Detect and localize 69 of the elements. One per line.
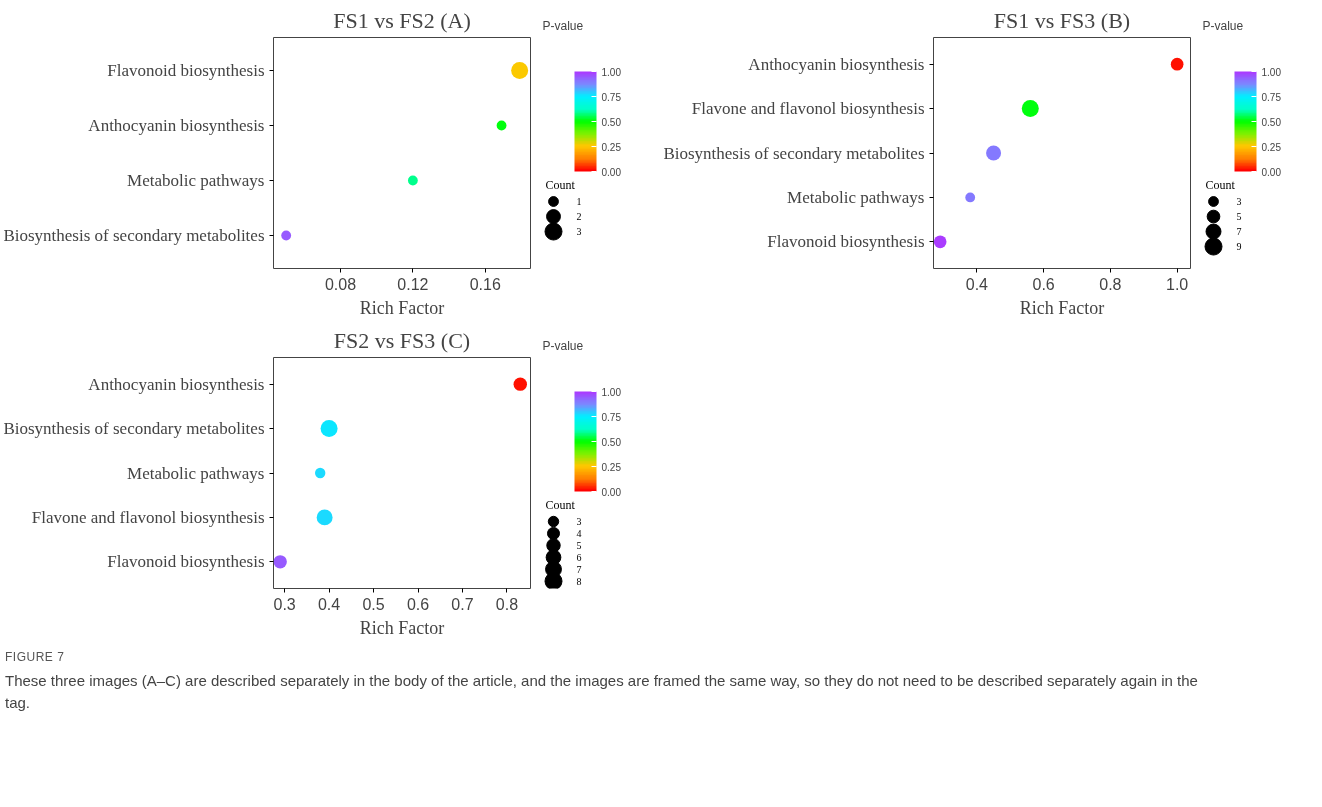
y-tick-label: Flavone and flavonol biosynthesis <box>691 99 925 119</box>
x-tick-label: 0.08 <box>324 275 357 293</box>
color-bar-label: 1.00 <box>601 66 622 78</box>
chart-title: FS1 vs FS3 (B) <box>993 7 1131 33</box>
legend-label: 7 <box>576 563 582 575</box>
y-tick-label: Biosynthesis of secondary metabolites <box>663 143 925 163</box>
x-axis-title: Rich Factor <box>359 297 445 318</box>
x-tick-label: 0.3 <box>273 595 296 613</box>
x-tick-label: 0.16 <box>469 275 501 293</box>
color-bar-label: 0.50 <box>601 116 622 128</box>
y-tick-label: Metabolic pathways <box>127 171 265 190</box>
legend-label: 3 <box>1236 196 1242 208</box>
color-bar-label: 0.25 <box>601 461 622 473</box>
legend-title: Count <box>1205 178 1236 193</box>
x-tick-label: 1.0 <box>1166 275 1189 293</box>
color-bar-label: 0.75 <box>1261 91 1282 103</box>
y-tick-label: Biosynthesis of secondary metabolites <box>3 419 265 439</box>
legend-label: 5 <box>576 539 582 551</box>
y-tick-label: Anthocyanin biosynthesis <box>88 116 265 135</box>
legend-label: 9 <box>1236 241 1242 253</box>
legend-label: 5 <box>1236 211 1242 223</box>
text: These three images (A–C) are described separately in the body of the article, and the images are framed the same way, so they do not need to be described separately again in the tag. <box>5 671 1199 713</box>
x-tick-label: 0.6 <box>406 595 430 613</box>
legend-label: 1 <box>576 196 582 208</box>
chart-title: FS1 vs FS2 (A) <box>333 7 471 33</box>
color-bar-label: 1.00 <box>601 386 622 398</box>
y-tick-label: Metabolic pathways <box>787 187 925 207</box>
caption: FIGURE 7 <box>5 649 66 666</box>
x-tick-label: 0.4 <box>965 275 989 293</box>
color-bar-label: 0.00 <box>1261 166 1282 178</box>
color-bar-label: 0.75 <box>601 411 622 423</box>
y-tick-label: Flavonoid biosynthesis <box>107 61 265 80</box>
legend-label: 7 <box>1236 226 1242 238</box>
legend-title: Count <box>545 498 576 513</box>
x-tick-label: 0.12 <box>397 275 429 293</box>
legend-title: Count <box>545 178 576 193</box>
y-tick-label: Anthocyanin biosynthesis <box>748 54 925 74</box>
x-axis-title: Rich Factor <box>1019 297 1105 318</box>
color-bar-label: 0.25 <box>601 141 622 153</box>
y-tick-label: Biosynthesis of secondary metabolites <box>3 226 265 245</box>
legend-label: 2 <box>576 211 582 223</box>
legend-label: 3 <box>576 516 582 528</box>
x-tick-label: 0.8 <box>495 595 519 613</box>
color-bar-label: 0.75 <box>601 91 622 103</box>
y-tick-label: Flavonoid biosynthesis <box>767 232 925 252</box>
x-axis-title: Rich Factor <box>359 617 445 638</box>
x-tick-label: 0.7 <box>451 595 474 613</box>
legend-label: 6 <box>576 551 582 563</box>
legend-label: 3 <box>576 226 582 238</box>
color-bar-label: 1.00 <box>1261 66 1282 78</box>
color-bar-label: 0.00 <box>601 486 622 498</box>
y-tick-label: Flavone and flavonol biosynthesis <box>31 507 265 527</box>
color-bar-title: P-value <box>542 338 584 353</box>
legend-label: 4 <box>576 527 582 539</box>
y-tick-label: Anthocyanin biosynthesis <box>88 374 265 394</box>
color-bar-label: 0.25 <box>1261 141 1282 153</box>
x-tick-label: 0.8 <box>1099 275 1122 293</box>
color-bar-label: 0.00 <box>601 166 622 178</box>
y-tick-label: Metabolic pathways <box>127 463 265 483</box>
color-bar-title: P-value <box>1202 18 1244 33</box>
y-tick-label: Flavonoid biosynthesis <box>107 552 265 572</box>
x-tick-label: 0.6 <box>1032 275 1055 293</box>
color-bar-label: 0.50 <box>601 436 622 448</box>
chart-title: FS2 vs FS3 (C) <box>333 327 471 353</box>
color-bar-label: 0.50 <box>1261 116 1282 128</box>
x-tick-label: 0.4 <box>317 595 341 613</box>
legend-label: 8 <box>576 575 582 587</box>
x-tick-label: 0.5 <box>362 595 385 613</box>
color-bar-title: P-value <box>542 18 584 33</box>
